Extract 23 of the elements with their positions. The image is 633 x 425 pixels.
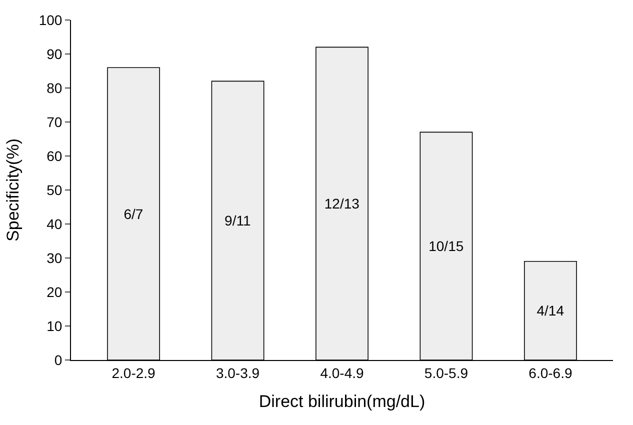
data-label: 4/14 [536, 302, 564, 319]
data-label: 10/15 [428, 238, 464, 254]
y-tick-label: 10 [46, 318, 62, 334]
x-tick-label: 5.0-5.9 [424, 364, 468, 381]
x-axis-title: Direct bilirubin(mg/dL) [258, 392, 426, 412]
data-label: 9/11 [224, 212, 251, 229]
y-tick-label: 80 [46, 80, 62, 96]
data-label: 12/13 [324, 196, 360, 212]
y-tick-label: 50 [46, 182, 62, 198]
x-tick-label: 3.0-3.9 [216, 364, 260, 381]
x-tick-label: 6.0-6.9 [528, 364, 572, 381]
x-tick-label: 4.0-4.9 [320, 364, 364, 381]
y-tick-label: 0 [54, 352, 62, 368]
y-tick-label: 90 [46, 46, 62, 62]
y-tick-label: 20 [46, 284, 62, 300]
y-tick-label: 100 [38, 12, 62, 28]
x-tick-label: 2.0-2.9 [112, 364, 156, 381]
y-tick-label: 70 [46, 114, 62, 130]
data-label: 6/7 [124, 206, 144, 222]
y-tick-label: 40 [46, 216, 62, 232]
y-tick-label: 30 [46, 250, 62, 266]
y-axis-title: Specificity(%) [3, 138, 22, 242]
y-tick-label: 60 [46, 148, 62, 164]
